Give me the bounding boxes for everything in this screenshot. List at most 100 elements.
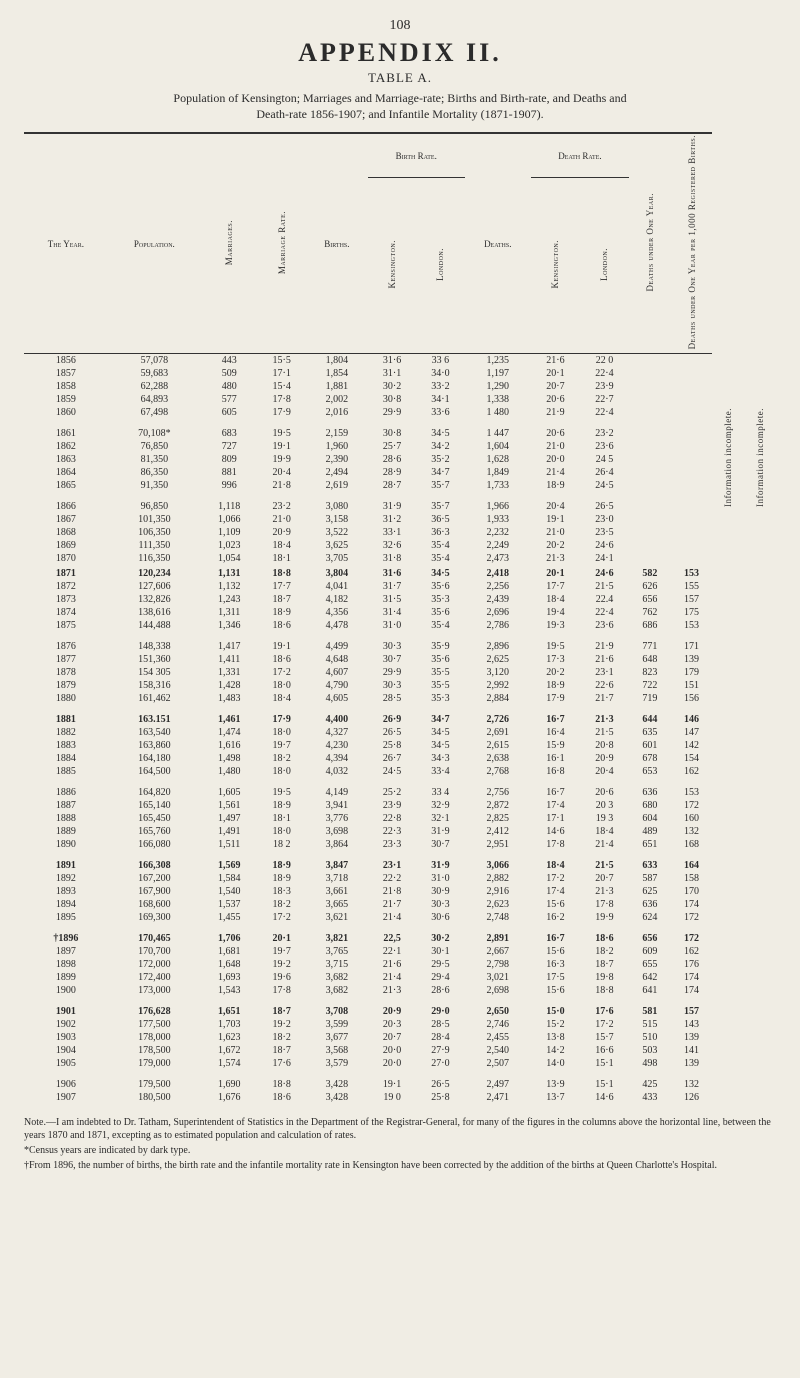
cell: 19·6 — [258, 971, 306, 984]
cell: 1900 — [24, 984, 108, 997]
table-row: 1880161,4621,48318·44,60528·535·32,88417… — [24, 692, 776, 705]
table-row: 1868106,3501,10920·93,52233·136·32,23221… — [24, 526, 776, 539]
cell: 2,667 — [465, 945, 531, 958]
cell: 17·9 — [531, 692, 580, 705]
cell: 170,700 — [108, 945, 201, 958]
cell: 17·2 — [580, 1018, 629, 1031]
cell: 17·7 — [531, 580, 580, 593]
cell: 158 — [671, 872, 713, 885]
cell: 1883 — [24, 739, 108, 752]
cell: 21·9 — [531, 406, 580, 419]
cell: 3,080 — [306, 500, 368, 513]
cell: 179,500 — [108, 1078, 201, 1091]
cell: 1,681 — [201, 945, 258, 958]
cell: 67,498 — [108, 406, 201, 419]
cell: 1882 — [24, 726, 108, 739]
cell: 651 — [629, 838, 671, 851]
cell: 489 — [629, 825, 671, 838]
table-row: 1905179,0001,57417·63,57920·027·02,50714… — [24, 1057, 776, 1070]
cell: 1,703 — [201, 1018, 258, 1031]
cell — [629, 552, 671, 565]
cell: 653 — [629, 765, 671, 778]
cell: 1895 — [24, 911, 108, 924]
cell: 1872 — [24, 580, 108, 593]
table-row: 1899172,4001,69319·63,68221·429·43,02117… — [24, 971, 776, 984]
cell: 17·9 — [258, 713, 306, 726]
cell: 1,881 — [306, 380, 368, 393]
cell: 155 — [671, 580, 713, 593]
cell: 18·9 — [531, 479, 580, 492]
cell: 18·4 — [531, 593, 580, 606]
cell: 14·2 — [531, 1044, 580, 1057]
cell: 722 — [629, 679, 671, 692]
cell: 20·7 — [580, 872, 629, 885]
cell: 17·1 — [258, 367, 306, 380]
cell: 18·0 — [258, 679, 306, 692]
cell — [671, 539, 713, 552]
cell: 153 — [671, 619, 713, 632]
cell: 1906 — [24, 1078, 108, 1091]
cell: 14·0 — [531, 1057, 580, 1070]
cell: 19·4 — [531, 606, 580, 619]
cell: 17·6 — [258, 1057, 306, 1070]
cell: 2,494 — [306, 466, 368, 479]
cell: 2,798 — [465, 958, 531, 971]
cell: 116,350 — [108, 552, 201, 565]
cell: 91,350 — [108, 479, 201, 492]
cell: 176 — [671, 958, 713, 971]
cell: 31·4 — [368, 606, 416, 619]
cell: 1,054 — [201, 552, 258, 565]
cell: 2,016 — [306, 406, 368, 419]
cell: 18·1 — [258, 552, 306, 565]
cell: 1871 — [24, 567, 108, 580]
cell: 20·6 — [580, 786, 629, 799]
cell: 21·9 — [580, 640, 629, 653]
cell: 1892 — [24, 872, 108, 885]
cell: 23·5 — [580, 526, 629, 539]
cell: 21·0 — [531, 440, 580, 453]
cell: 15·6 — [531, 984, 580, 997]
cell: 1,651 — [201, 1005, 258, 1018]
cell: 34·7 — [416, 466, 464, 479]
cell: 2,507 — [465, 1057, 531, 1070]
cell: 4,327 — [306, 726, 368, 739]
cell: 1,023 — [201, 539, 258, 552]
table-row: 186276,85072719·11,96025·734·21,60421·02… — [24, 440, 776, 453]
cell — [629, 406, 671, 419]
cell: 996 — [201, 479, 258, 492]
cell: 624 — [629, 911, 671, 924]
cell: 20 3 — [580, 799, 629, 812]
cell: 31·9 — [416, 859, 464, 872]
cell: 3,698 — [306, 825, 368, 838]
cell: 23·6 — [580, 440, 629, 453]
cell: 22·3 — [368, 825, 416, 838]
cell: 59,683 — [108, 367, 201, 380]
cell: 2,638 — [465, 752, 531, 765]
cell: 147 — [671, 726, 713, 739]
cell: 1885 — [24, 765, 108, 778]
cell — [671, 393, 713, 406]
cell: 2,623 — [465, 898, 531, 911]
col-marriages: Marriages. — [201, 133, 258, 353]
cell: 683 — [201, 427, 258, 440]
cell: 1,290 — [465, 380, 531, 393]
cell: 3,579 — [306, 1057, 368, 1070]
cell: 19·1 — [368, 1078, 416, 1091]
cell — [629, 380, 671, 393]
cell: 18·4 — [258, 539, 306, 552]
cell: 19·1 — [258, 440, 306, 453]
cell: 35·3 — [416, 593, 464, 606]
cell: 20·4 — [258, 466, 306, 479]
cell: 16·1 — [531, 752, 580, 765]
cell: 19·1 — [531, 513, 580, 526]
cell: 2,473 — [465, 552, 531, 565]
cell: 16·8 — [531, 765, 580, 778]
table-row: 1875144,4881,34618·64,47831·035·42,78619… — [24, 619, 776, 632]
table-row: 1876148,3381,41719·14,49930·335·92,89619… — [24, 640, 776, 653]
cell: 503 — [629, 1044, 671, 1057]
cell — [671, 453, 713, 466]
cell: 64,893 — [108, 393, 201, 406]
cell: 16·4 — [531, 726, 580, 739]
cell: 642 — [629, 971, 671, 984]
cell: 31·2 — [368, 513, 416, 526]
